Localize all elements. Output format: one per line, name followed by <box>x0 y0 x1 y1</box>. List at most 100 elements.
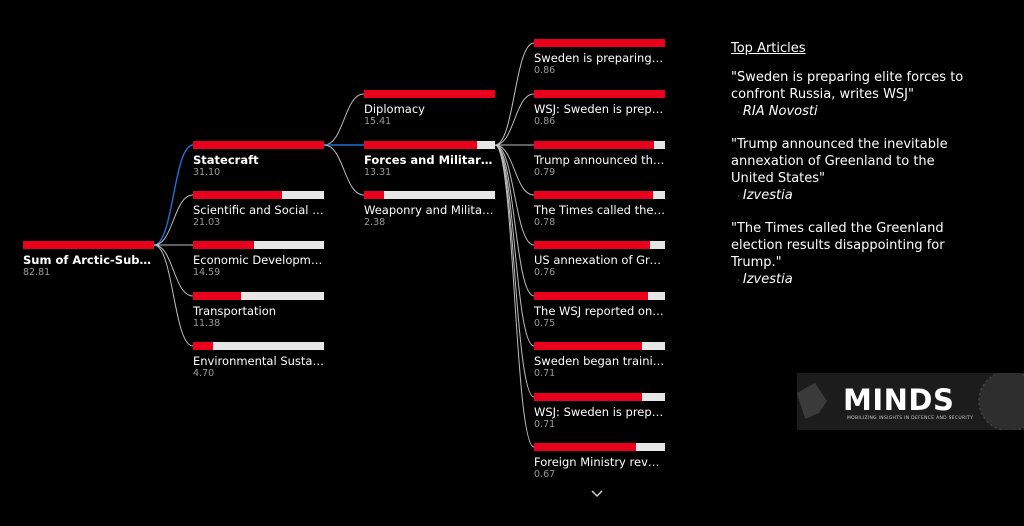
node-label: Sweden is preparing eli... <box>534 52 665 65</box>
tree-node[interactable]: Scientific and Social Pr... 21.03 <box>193 191 324 229</box>
node-bar <box>364 90 495 98</box>
tree-node[interactable]: Forces and Military O...13.31 <box>364 141 495 179</box>
node-value: 0.75 <box>534 318 556 329</box>
node-bar-fill <box>534 141 655 149</box>
node-bar-fill <box>23 241 154 249</box>
tree-node[interactable]: Diplomacy 15.41 <box>364 90 495 128</box>
bullet-icon: · <box>737 192 740 202</box>
node-value: 0.71 <box>534 419 556 430</box>
node-value: 13.31 <box>364 167 392 178</box>
connector-line <box>323 93 365 146</box>
tree-node[interactable]: Environmental Sustaina...4.70 <box>193 342 324 380</box>
node-bar-fill <box>193 141 324 149</box>
chevron-down-icon[interactable] <box>590 488 604 500</box>
node-label: Forces and Military O... <box>364 154 495 167</box>
node-label: WSJ: Sweden is prepari... <box>534 103 665 116</box>
logo-background-graphic <box>797 373 1024 430</box>
node-bar-fill <box>534 90 665 98</box>
node-value: 0.78 <box>534 217 556 228</box>
node-label: WSJ: Sweden is prepari... <box>534 406 665 419</box>
node-value: 31.10 <box>193 167 221 178</box>
tree-node[interactable]: Transportation 11.38 <box>193 292 324 330</box>
node-label: US annexation of Gree... <box>534 254 665 267</box>
article-item: "Sweden is preparing elite forces to con… <box>731 69 971 122</box>
tree-node[interactable]: Statecraft 31.10 <box>193 141 324 179</box>
article-quote: "The Times called the Greenland election… <box>731 221 945 270</box>
article-quote: "Trump announced the inevitable annexati… <box>731 137 948 186</box>
top-articles-title: Top Articles <box>731 41 806 56</box>
article-quote: "Sweden is preparing elite forces to con… <box>731 70 964 102</box>
node-value: 0.76 <box>534 267 556 278</box>
tree-node[interactable]: The Times called the Gr...0.78 <box>534 191 665 229</box>
tree-node[interactable]: Economic Development 14.59 <box>193 241 324 279</box>
tree-node[interactable]: Weaponry and Military ... 2.38 <box>364 191 495 229</box>
node-label: Scientific and Social Pr... <box>193 204 324 217</box>
node-bar <box>534 141 665 149</box>
node-bar-fill <box>193 241 255 249</box>
connector-line <box>494 144 535 398</box>
node-bar <box>534 443 665 451</box>
node-bar-fill <box>534 39 665 47</box>
node-label: Statecraft <box>193 154 259 167</box>
node-bar-fill <box>364 141 478 149</box>
node-bar-fill <box>534 241 650 249</box>
tree-node[interactable]: Sum of Arctic-Subcat...82.81 <box>23 241 154 279</box>
bullet-icon: · <box>737 108 740 118</box>
article-item: "Trump announced the inevitable annexati… <box>731 136 971 206</box>
connector-line <box>494 144 535 196</box>
node-label: Economic Development <box>193 254 324 267</box>
tree-node[interactable]: Trump announced the i... 0.79 <box>534 141 665 179</box>
node-label: Trump announced the i... <box>534 154 665 167</box>
node-value: 0.86 <box>534 116 556 127</box>
node-label: Weaponry and Military ... <box>364 204 495 217</box>
node-value: 21.03 <box>193 217 221 228</box>
node-bar <box>534 292 665 300</box>
top-articles-panel: Top Articles "Sweden is preparing elite … <box>731 40 971 304</box>
node-bar-fill <box>534 292 649 300</box>
globe-shape <box>979 373 1024 430</box>
node-bar <box>364 191 495 199</box>
active-connector-line <box>153 144 194 246</box>
node-bar-fill <box>193 342 213 350</box>
article-source: Izvestia <box>742 272 793 287</box>
node-label: Foreign Ministry reveal... <box>534 456 665 469</box>
tree-node[interactable]: US annexation of Gree... 0.76 <box>534 241 665 279</box>
connector-line <box>494 93 535 146</box>
article-item: "The Times called the Greenland election… <box>731 220 971 290</box>
connector-line <box>494 144 535 448</box>
node-value: 0.86 <box>534 65 556 76</box>
node-label: Environmental Sustaina... <box>193 355 324 368</box>
node-bar <box>193 241 324 249</box>
node-label: Diplomacy <box>364 103 425 116</box>
node-bar <box>193 141 324 149</box>
connector-line <box>494 144 535 246</box>
node-bar <box>193 191 324 199</box>
logo-tagline: MOBILIZING INSIGHTS IN DEFENCE AND SECUR… <box>847 416 974 421</box>
node-value: 2.38 <box>364 217 386 228</box>
tree-node[interactable]: The WSJ reported on S... 0.75 <box>534 292 665 330</box>
node-bar <box>193 292 324 300</box>
tree-node[interactable]: Sweden is preparing eli...0.86 <box>534 39 665 77</box>
connector-line <box>494 144 535 347</box>
node-bar-fill <box>534 191 653 199</box>
connector-line <box>153 244 194 347</box>
article-source: Izvestia <box>742 188 793 203</box>
node-label: Sum of Arctic-Subcat... <box>23 254 154 267</box>
tree-node[interactable]: WSJ: Sweden is prepari... 0.71 <box>534 393 665 431</box>
tree-node[interactable]: Foreign Ministry reveal... 0.67 <box>534 443 665 481</box>
node-bar <box>534 90 665 98</box>
connector-line <box>494 144 535 297</box>
node-bar-fill <box>193 191 282 199</box>
node-bar <box>534 393 665 401</box>
node-bar-fill <box>534 342 643 350</box>
node-label: The Times called the Gr... <box>534 204 665 217</box>
node-label: The WSJ reported on S... <box>534 305 665 318</box>
node-label: Sweden began training... <box>534 355 665 368</box>
tree-node[interactable]: Sweden began training... 0.71 <box>534 342 665 380</box>
node-bar-fill <box>534 443 637 451</box>
tree-node[interactable]: WSJ: Sweden is prepari... 0.86 <box>534 90 665 128</box>
node-bar <box>193 342 324 350</box>
minds-logo: MINDS MOBILIZING INSIGHTS IN DEFENCE AND… <box>797 373 1024 430</box>
logo-wordmark: MINDS <box>843 383 955 417</box>
